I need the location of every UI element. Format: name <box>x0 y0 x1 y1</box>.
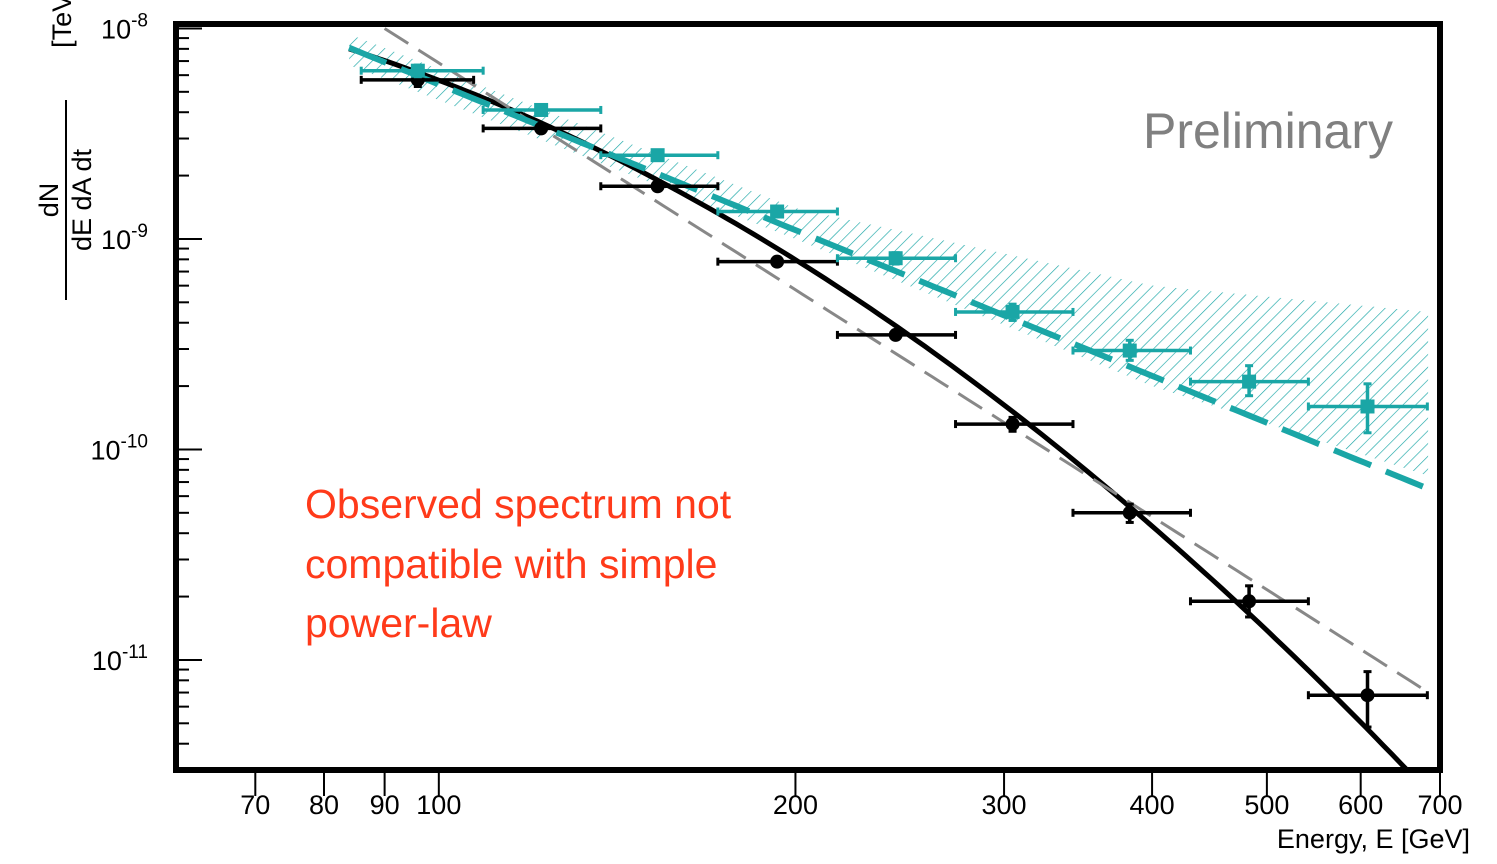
square-marker <box>534 102 549 117</box>
axis-ticks-layer: 70 80 90 100 200 300 400 500 600 700 10-8 10-9 10-10… <box>90 10 1462 820</box>
x-tick-label: 80 <box>309 790 339 820</box>
x-tick-label: 90 <box>370 790 400 820</box>
square-marker <box>888 251 903 266</box>
cyan-data-point <box>954 302 1075 322</box>
observed-note-line-2: compatible with simple <box>305 541 717 587</box>
observed-spectrum-note: Observed spectrum not compatible with si… <box>305 481 743 646</box>
x-tick-label: 700 <box>1417 790 1462 820</box>
cyan-data-point <box>716 204 839 219</box>
circle-marker <box>1005 417 1020 432</box>
data-points-layer <box>359 63 1429 729</box>
circle-marker <box>534 121 549 136</box>
y-axis-denominator: dE dA dt <box>67 148 97 251</box>
y-tick-label: 10-11 <box>92 642 148 676</box>
y-axis-title: dN dE dA dt [TeV⁻¹ cm⁻² s⁻¹] <box>34 0 97 300</box>
circle-marker <box>1360 688 1375 703</box>
cyan-data-point <box>481 102 603 117</box>
circle-marker <box>1122 505 1137 520</box>
cyan-fit-fit-line <box>347 44 1430 492</box>
cyan-data-point <box>359 63 485 79</box>
square-marker <box>1122 343 1137 358</box>
black-data-point <box>599 179 720 194</box>
black-data-point <box>954 415 1075 433</box>
y-axis-units: [TeV⁻¹ cm⁻² s⁻¹] <box>47 0 77 48</box>
x-tick-label: 300 <box>982 790 1027 820</box>
cyan-data-point <box>1306 382 1429 435</box>
x-tick-label: 100 <box>416 790 461 820</box>
preliminary-label: Preliminary <box>1143 103 1393 159</box>
y-axis-numerator: dN <box>34 183 64 218</box>
cyan-data-point <box>1188 364 1310 398</box>
y-tick-label: 10-8 <box>101 10 148 44</box>
black-data-point <box>359 72 476 88</box>
black-data-point <box>1306 670 1429 729</box>
black-data-point <box>835 327 958 342</box>
x-tick-label: 70 <box>240 790 270 820</box>
confidence-band-layer <box>349 34 1429 476</box>
circle-marker <box>770 254 785 269</box>
black-data-point <box>1188 584 1310 619</box>
square-marker <box>410 63 425 78</box>
observed-note-line-1: Observed spectrum not <box>305 481 732 527</box>
cyan-data-point <box>1071 338 1192 362</box>
plot-frame <box>173 21 1443 773</box>
square-marker <box>1005 304 1020 319</box>
square-marker <box>650 148 665 163</box>
y-tick-label: 10-9 <box>101 221 148 255</box>
circle-marker <box>888 327 903 342</box>
cyan-data-point <box>835 251 958 266</box>
observed-note-line-3: power-law <box>305 600 492 646</box>
square-marker <box>1242 374 1257 389</box>
black-data-point <box>1071 502 1192 524</box>
x-tick-label: 600 <box>1338 790 1383 820</box>
black-data-point <box>716 254 839 269</box>
black-data-point <box>481 121 603 136</box>
circle-marker <box>1242 594 1257 609</box>
circle-marker <box>650 179 665 194</box>
x-tick-label: 400 <box>1130 790 1175 820</box>
square-marker <box>770 204 785 219</box>
x-tick-label: 500 <box>1244 790 1289 820</box>
x-tick-label: 200 <box>773 790 818 820</box>
square-marker <box>1360 399 1375 414</box>
powerlaw-fit-line <box>383 27 1429 694</box>
x-axis-title: Energy, E [GeV] <box>1277 824 1470 854</box>
cyan-error-band <box>349 34 1429 476</box>
y-tick-label: 10-10 <box>90 431 148 465</box>
cyan-data-point <box>599 148 720 163</box>
